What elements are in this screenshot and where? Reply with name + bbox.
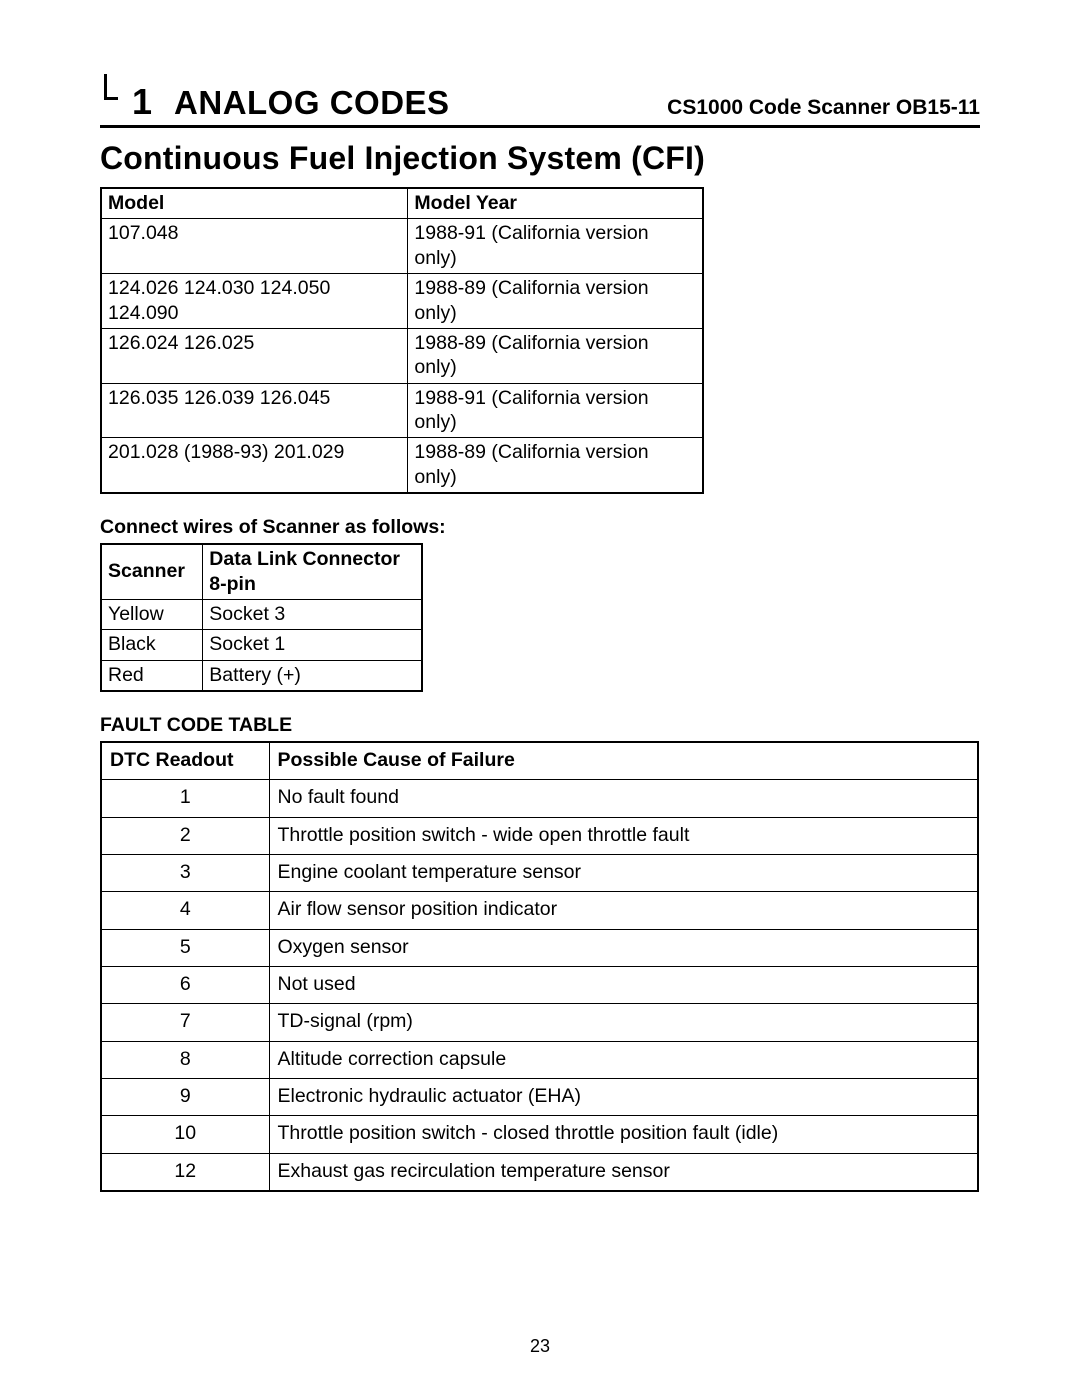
tree-branch-icon xyxy=(100,80,126,114)
page-title: Continuous Fuel Injection System (CFI) xyxy=(100,140,980,177)
dtc-cell: 12 xyxy=(101,1153,269,1191)
model-col-header: Model xyxy=(101,188,408,219)
page-header: 1 ANALOG CODES CS1000 Code Scanner OB15-… xyxy=(100,80,980,128)
scanner-wire-cell: Yellow xyxy=(101,599,203,629)
dtc-cell: 10 xyxy=(101,1116,269,1153)
section-title: ANALOG CODES xyxy=(174,84,450,122)
dtc-cell: 5 xyxy=(101,929,269,966)
dtc-cell: 3 xyxy=(101,855,269,892)
cause-col-header: Possible Cause of Failure xyxy=(269,742,978,780)
model-cell: 124.026 124.030 124.050 124.090 xyxy=(101,274,408,329)
table-row: Yellow Socket 3 xyxy=(101,599,422,629)
model-cell: 107.048 xyxy=(101,219,408,274)
cause-cell: Electronic hydraulic actuator (EHA) xyxy=(269,1079,978,1116)
model-year-cell: 1988-91 (California version only) xyxy=(408,383,703,438)
table-row: 124.026 124.030 124.050 124.090 1988-89 … xyxy=(101,274,703,329)
model-cell: 126.024 126.025 xyxy=(101,328,408,383)
dtc-cell: 4 xyxy=(101,892,269,929)
dlc-pin-cell: Socket 3 xyxy=(203,599,422,629)
cause-cell: Not used xyxy=(269,967,978,1004)
table-row: 3 Engine coolant temperature sensor xyxy=(101,855,978,892)
cause-cell: Oxygen sensor xyxy=(269,929,978,966)
model-cell: 126.035 126.039 126.045 xyxy=(101,383,408,438)
table-header-row: Model Model Year xyxy=(101,188,703,219)
table-row: 201.028 (1988-93) 201.029 1988-89 (Calif… xyxy=(101,438,703,493)
table-row: 1 No fault found xyxy=(101,780,978,817)
cause-cell: Throttle position switch - wide open thr… xyxy=(269,817,978,854)
table-row: 126.024 126.025 1988-89 (California vers… xyxy=(101,328,703,383)
dlc-pin-cell: Battery (+) xyxy=(203,660,422,691)
table-header-row: Scanner Data Link Connector 8-pin xyxy=(101,544,422,599)
scanner-wire-table: Scanner Data Link Connector 8-pin Yellow… xyxy=(100,543,423,692)
table-row: 107.048 1988-91 (California version only… xyxy=(101,219,703,274)
table-row: Red Battery (+) xyxy=(101,660,422,691)
dtc-cell: 6 xyxy=(101,967,269,1004)
fault-caption: FAULT CODE TABLE xyxy=(100,714,980,737)
cause-cell: Engine coolant temperature sensor xyxy=(269,855,978,892)
cause-cell: Air flow sensor position indicator xyxy=(269,892,978,929)
dtc-cell: 9 xyxy=(101,1079,269,1116)
table-row: 5 Oxygen sensor xyxy=(101,929,978,966)
table-row: 9 Electronic hydraulic actuator (EHA) xyxy=(101,1079,978,1116)
table-row: 8 Altitude correction capsule xyxy=(101,1041,978,1078)
cause-cell: Throttle position switch - closed thrott… xyxy=(269,1116,978,1153)
scanner-wire-cell: Red xyxy=(101,660,203,691)
scanner-col-header: Scanner xyxy=(101,544,203,599)
table-row: 10 Throttle position switch - closed thr… xyxy=(101,1116,978,1153)
dtc-col-header: DTC Readout xyxy=(101,742,269,780)
cause-cell: Altitude correction capsule xyxy=(269,1041,978,1078)
table-row: 6 Not used xyxy=(101,967,978,1004)
model-table: Model Model Year 107.048 1988-91 (Califo… xyxy=(100,187,704,494)
dlc-pin-cell: Socket 1 xyxy=(203,630,422,660)
cause-cell: TD-signal (rpm) xyxy=(269,1004,978,1041)
scanner-wire-cell: Black xyxy=(101,630,203,660)
dtc-cell: 7 xyxy=(101,1004,269,1041)
model-year-col-header: Model Year xyxy=(408,188,703,219)
table-row: 7 TD-signal (rpm) xyxy=(101,1004,978,1041)
table-row: 126.035 126.039 126.045 1988-91 (Califor… xyxy=(101,383,703,438)
model-cell: 201.028 (1988-93) 201.029 xyxy=(101,438,408,493)
dtc-cell: 2 xyxy=(101,817,269,854)
scanner-caption: Connect wires of Scanner as follows: xyxy=(100,516,980,539)
table-row: 12 Exhaust gas recirculation temperature… xyxy=(101,1153,978,1191)
table-row: 2 Throttle position switch - wide open t… xyxy=(101,817,978,854)
model-year-cell: 1988-89 (California version only) xyxy=(408,438,703,493)
model-year-cell: 1988-89 (California version only) xyxy=(408,328,703,383)
header-right-text: CS1000 Code Scanner OB15-11 xyxy=(667,96,980,120)
table-row: 4 Air flow sensor position indicator xyxy=(101,892,978,929)
cause-cell: Exhaust gas recirculation temperature se… xyxy=(269,1153,978,1191)
cause-cell: No fault found xyxy=(269,780,978,817)
dtc-cell: 8 xyxy=(101,1041,269,1078)
dtc-cell: 1 xyxy=(101,780,269,817)
model-year-cell: 1988-89 (California version only) xyxy=(408,274,703,329)
model-year-cell: 1988-91 (California version only) xyxy=(408,219,703,274)
fault-code-table: DTC Readout Possible Cause of Failure 1 … xyxy=(100,741,979,1192)
table-header-row: DTC Readout Possible Cause of Failure xyxy=(101,742,978,780)
section-number: 1 xyxy=(132,81,152,123)
dlc-col-header: Data Link Connector 8-pin xyxy=(203,544,422,599)
table-row: Black Socket 1 xyxy=(101,630,422,660)
page-number: 23 xyxy=(0,1336,1080,1357)
